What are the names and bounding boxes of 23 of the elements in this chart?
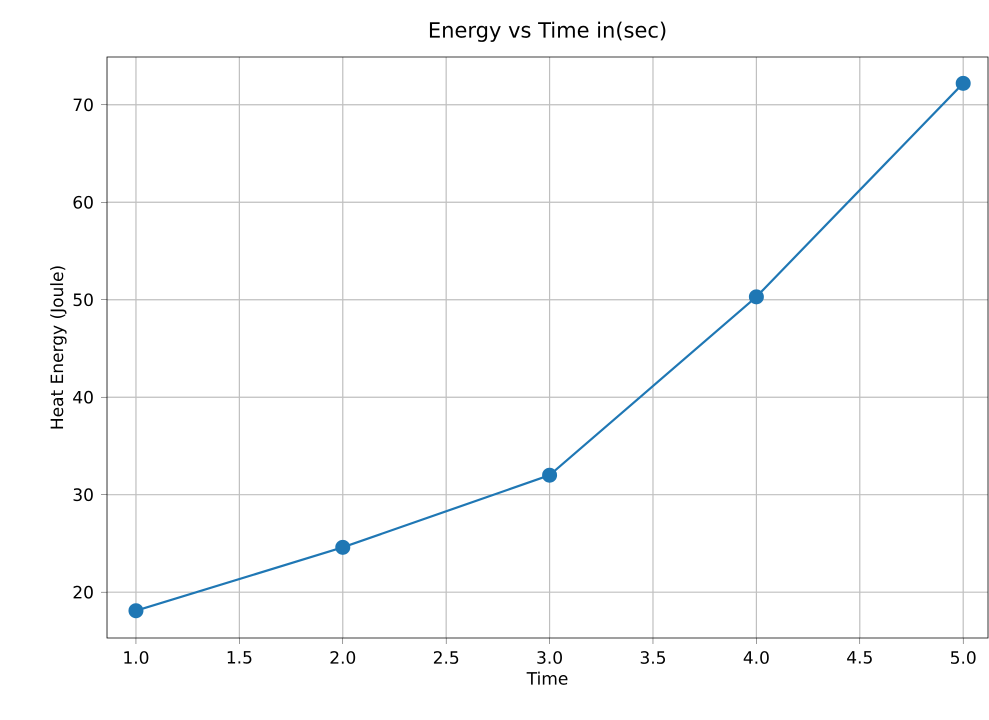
y-tick-label: 30 bbox=[74, 488, 93, 502]
x-tick-label: 3.5 bbox=[640, 651, 665, 664]
x-tick-label: 4.0 bbox=[744, 651, 769, 664]
x-tick-label: 1.5 bbox=[228, 651, 252, 664]
x-tick-label: 3.0 bbox=[537, 651, 562, 664]
chart-title: Energy vs Time in(sec) bbox=[430, 22, 666, 42]
y-tick-label: 60 bbox=[74, 196, 93, 209]
point bbox=[335, 540, 350, 555]
x-tick-label: 1.0 bbox=[124, 651, 148, 664]
x-tick-label: 2.5 bbox=[434, 651, 458, 664]
y-tick-label: 20 bbox=[74, 586, 93, 599]
x-axis-title: Time bbox=[526, 672, 568, 685]
y-tick-label: 70 bbox=[74, 98, 93, 112]
point bbox=[956, 76, 971, 91]
x-tick-label: 2.0 bbox=[330, 651, 356, 664]
point bbox=[542, 468, 558, 483]
x-tick-label: 4.5 bbox=[847, 651, 872, 664]
point bbox=[128, 603, 144, 618]
x-tick-label: 5.0 bbox=[950, 651, 976, 664]
point bbox=[748, 289, 764, 304]
y-tick-label: 50 bbox=[74, 293, 93, 306]
y-axis-title: Heat Energy (Joule) bbox=[50, 266, 67, 428]
y-tick-label: 40 bbox=[73, 390, 93, 404]
